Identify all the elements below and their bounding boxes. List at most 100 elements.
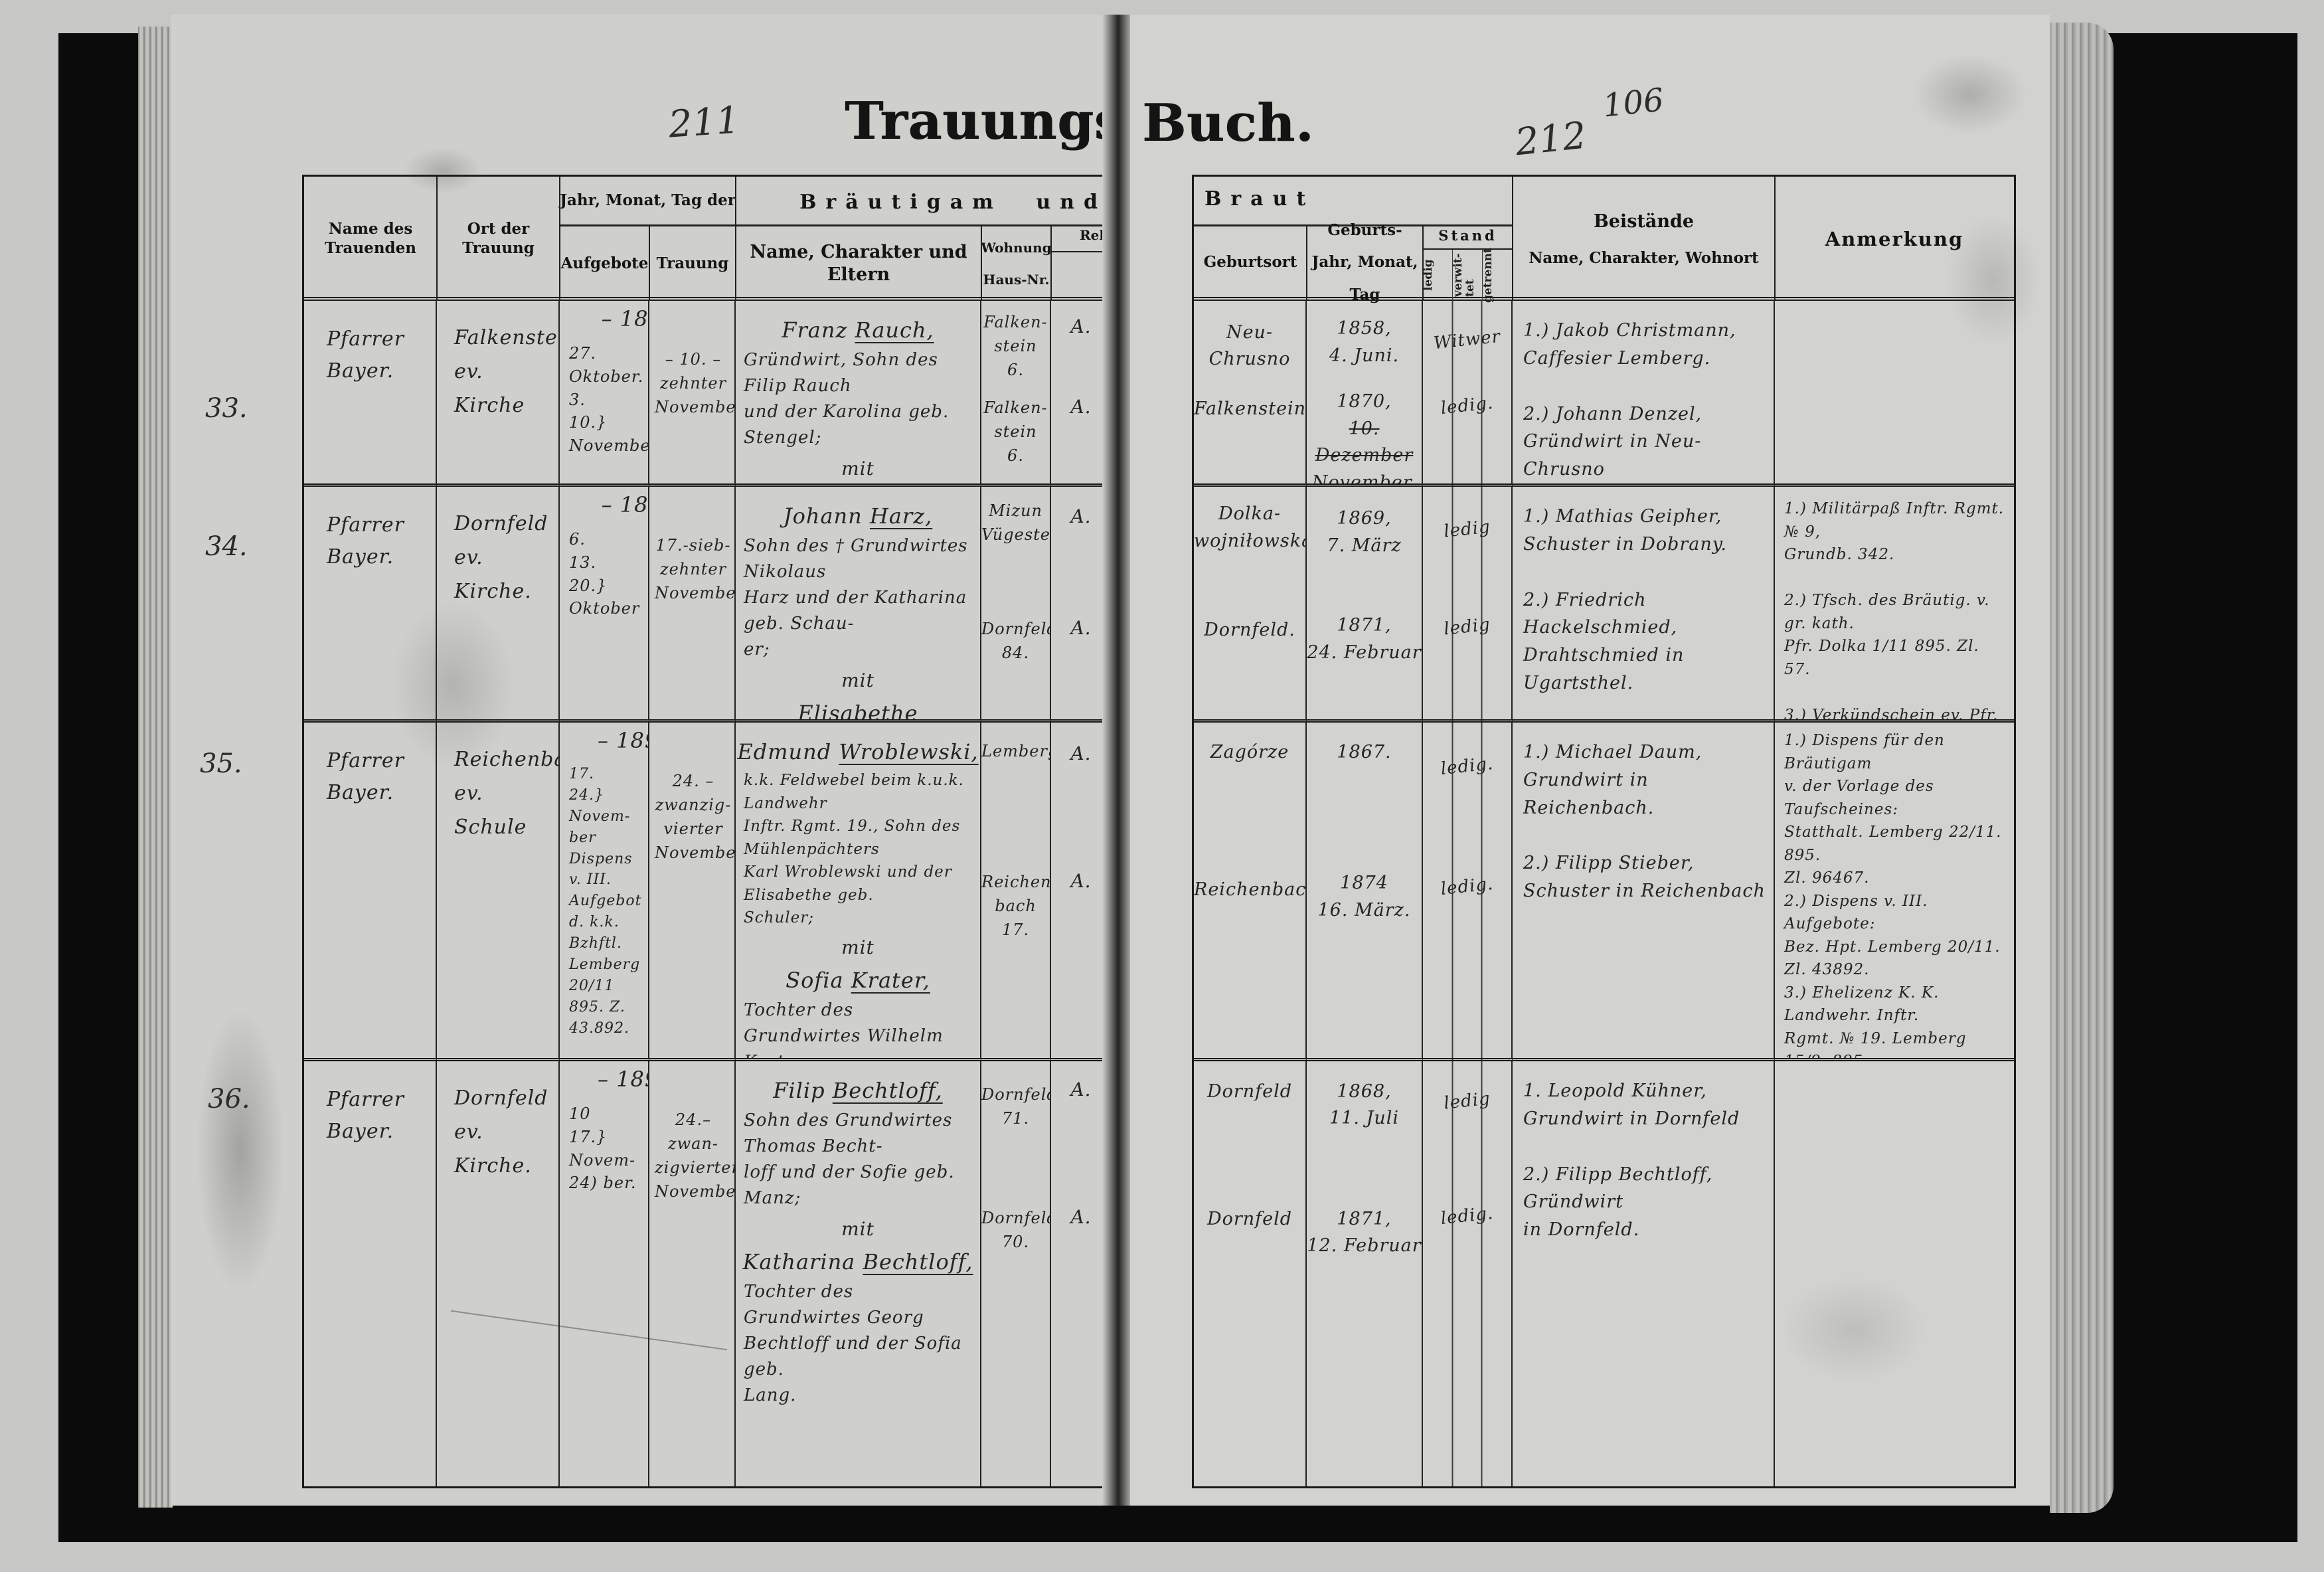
groom-table: Name des Trauenden Ort der Trauung Jahr,… [302, 175, 1173, 1488]
groom-table-header: Name des Trauenden Ort der Trauung Jahr,… [304, 177, 1171, 301]
bride-parents: Tochter des Grundwirtes Georg Bechtloff … [744, 1282, 962, 1405]
cell-geburtsdatum: 1868, 11. Juli 1871, 12. Februar [1307, 1061, 1423, 1486]
aufgebote-entry: 10 17.} Novem- 24) ber. [569, 1104, 637, 1193]
bride-birthplace: Reichenbach [1194, 879, 1307, 901]
group-head-braeutigam-und: Bräutigam und [799, 190, 1107, 214]
aufgebote-entry: 17. 24.} Novem- ber Dispens v. III. Aufg… [569, 766, 642, 1037]
cell-ort-der-trauung: Dornfeld ev. Kirche. [437, 1061, 560, 1486]
entry-number: 34. [205, 531, 248, 562]
cell-anmerkung [1775, 301, 2014, 487]
cell-trauender: Pfarrer Bayer. [304, 487, 437, 723]
header-divider [1482, 250, 1483, 301]
cell-stand: ledig ledig [1423, 487, 1513, 723]
groom-marital-status: Witwer [1432, 326, 1502, 354]
bride-birthplace: Falkenstein [1194, 398, 1307, 419]
cell-geburtsdatum: 1858, 4. Juni. 1870, 10. Dezember Novemb… [1307, 301, 1423, 487]
groom-surname: Harz, [869, 503, 933, 529]
header-divider [560, 224, 1171, 226]
page-title-right: Buch. [1142, 93, 1314, 153]
cell-ort-der-trauung: Falkenstein ev. Kirche [437, 301, 560, 487]
header-divider [735, 177, 736, 301]
col-head-beistaende-sub: Name, Charakter, Wohnort [1529, 248, 1759, 267]
bride-religion-1: A. [1070, 396, 1092, 418]
header-divider [1452, 250, 1453, 301]
handwritten-page-number-left: 211 [667, 98, 742, 147]
trauung-entry: – 10. – zehnter November. [655, 350, 736, 416]
cell-stand: ledig. ledig. [1423, 723, 1513, 1061]
bride-parents: Tochter des Grundwirtes Wilhelm Krater u… [744, 1000, 944, 1059]
cell-beistaende: 1. Leopold Kühner, Grundwirt in Dornfeld… [1513, 1061, 1775, 1486]
right-page: Buch. 212 106 Braut Geburtsort Geburts- … [1130, 15, 2050, 1506]
col-head-stand-ledig: ledig [1422, 259, 1435, 292]
groom-given-name: Filip [773, 1078, 825, 1103]
groom-marital-status: ledig. [1440, 753, 1495, 779]
header-divider [981, 224, 982, 301]
cell-anmerkung: 1.) Dispens für den Bräutigam v. der Vor… [1775, 723, 2014, 1061]
cell-name-charakter-eltern: Franz Rauch, Gründwirt, Sohn des Filip R… [736, 301, 981, 487]
header-divider [1306, 224, 1307, 301]
trauung-entry: 24. – zwanzig- vierter November [655, 772, 736, 862]
groom-religion-1: A. [1070, 742, 1092, 765]
header-divider [1194, 224, 1513, 226]
bride-residence: Dornfeld 84. [981, 620, 1051, 662]
entry-number: 35. [200, 748, 242, 779]
cell-beistaende: 1.) Jakob Christmann, Caffesier Lemberg.… [1513, 301, 1775, 487]
header-divider [1423, 248, 1513, 250]
bride-birthdate: 1870, 10. Dezember November, [1311, 391, 1417, 487]
cell-geburtsort: Dornfeld Dornfeld [1194, 1061, 1307, 1486]
groom-religion-1: A. [1070, 315, 1092, 337]
groom-given-name: Johann [783, 503, 863, 529]
cell-stand: Witwer ledig. [1423, 301, 1513, 487]
col-head-geburt: Geburts- Jahr, Monat, Tag [1311, 221, 1418, 304]
page-block-edge-right [2050, 23, 2114, 1513]
bride-marital-status: ledig. [1440, 1203, 1495, 1229]
paper-stain [1914, 54, 2027, 134]
bride-religion-1: A. [1070, 1205, 1092, 1228]
bride-marital-status: ledig. [1440, 874, 1495, 900]
groom-parents: Sohn des Grundwirtes Thomas Becht- loff … [744, 1110, 955, 1208]
cell-geburtsdatum: 1867. 1874 16. März. [1307, 723, 1423, 1061]
col-head-aufgebote: Aufgebote [560, 254, 649, 272]
col-head-anmerkung: Anmerkung [1825, 227, 1964, 250]
groom-birthdate: 1858, 4. Juni. [1329, 318, 1400, 366]
cell-wohnung: Mizun Vügestelt Dornfeld 84. [981, 487, 1051, 723]
groom-residence: Mizun Vügestelt [981, 501, 1050, 544]
groom-parents: Gründwirt, Sohn des Filip Rauch und der … [744, 350, 950, 448]
groom-given-name: Franz [782, 317, 848, 343]
cell-trauung: 24.–zwan- zigvierter November. [649, 1061, 736, 1486]
book-gutter [1102, 15, 1134, 1506]
trauung-entry: 24.–zwan- zigvierter November. [655, 1110, 736, 1201]
cell-name-charakter-eltern: Edmund Wroblewski, k.k. Feldwebel beim k… [736, 723, 981, 1061]
cell-beistaende: 1.) Mathias Geipher, Schuster in Dobrany… [1513, 487, 1775, 723]
bride-residence: Dornfeld 70. [981, 1208, 1051, 1251]
mit-label: mit [841, 669, 874, 691]
groom-residence: Lemberg [981, 742, 1051, 761]
bride-birthdate: 1871, 12. Februar [1307, 1208, 1422, 1257]
col-head-geburtsort: Geburtsort [1203, 253, 1297, 272]
entry-number: 33. [205, 393, 248, 424]
groom-given-name: Edmund [737, 739, 832, 764]
bride-birthdate: 1871, 24. Februar [1307, 615, 1422, 663]
bride-given-name: Sofia [786, 967, 844, 993]
groom-birthplace: Dornfeld [1206, 1081, 1293, 1102]
bride-residence: Falken- stein 6. [983, 398, 1048, 465]
bride-marital-status: ledig. [1440, 393, 1495, 419]
cell-beistaende: 1.) Michael Daum, Grundwirt in Reichenba… [1513, 723, 1775, 1061]
cell-stand: ledig ledig. [1423, 1061, 1513, 1486]
bride-birthplace: Dornfeld. [1204, 620, 1295, 640]
header-divider [436, 177, 438, 301]
col-head-stand: Stand [1438, 227, 1497, 244]
cell-geburtsort: Dolka- wojniłowska Dornfeld. [1194, 487, 1307, 723]
header-divider [1512, 177, 1513, 301]
col-head-jahr-monat-tag: Jahr, Monat, Tag der [560, 191, 736, 209]
groom-birthdate: 1868, 11. Juli [1329, 1081, 1399, 1129]
col-head-beistaende: Beistände [1593, 211, 1695, 232]
